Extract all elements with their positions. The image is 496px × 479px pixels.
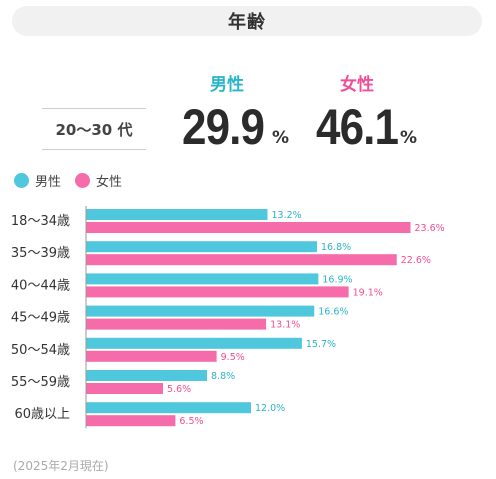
- category-label: 35〜39歳: [11, 246, 70, 261]
- data-label-male: 16.6%: [318, 307, 348, 318]
- category-label: 18〜34歳: [11, 214, 70, 229]
- data-label-male: 15.7%: [306, 339, 336, 350]
- data-label-male: 13.2%: [272, 210, 302, 221]
- legend-item-female: 女性: [75, 171, 122, 190]
- legend-item-male: 男性: [14, 171, 61, 190]
- female-summary-value: 46.1: [316, 99, 399, 155]
- category-label: 40〜44歳: [11, 278, 70, 293]
- category-label: 50〜54歳: [11, 343, 70, 358]
- data-label-female: 5.6%: [167, 384, 191, 395]
- title-bar: 年齢: [12, 6, 482, 36]
- data-label-male: 12.0%: [255, 403, 285, 414]
- male-summary-label: 男性: [210, 75, 244, 95]
- page-title: 年齢: [228, 12, 266, 33]
- male-dot-icon: [14, 172, 29, 188]
- female-summary-label: 女性: [340, 75, 374, 95]
- bar-male: [86, 370, 207, 381]
- category-label: 60歳以上: [14, 407, 70, 422]
- male-summary-value: 29.9: [182, 99, 265, 155]
- bar-female: [86, 383, 163, 394]
- bar-female: [86, 286, 349, 298]
- bar-male: [86, 241, 317, 253]
- bar-female: [86, 222, 411, 233]
- category-label: 45〜49歳: [11, 311, 70, 326]
- bar-male: [86, 337, 302, 349]
- bar-male: [86, 305, 315, 317]
- bar-male: [86, 402, 251, 414]
- data-label-male: 16.8%: [321, 242, 351, 253]
- data-label-female: 13.1%: [270, 320, 300, 331]
- data-label-female: 19.1%: [353, 287, 383, 298]
- bar-female: [86, 350, 217, 362]
- bar-male: [86, 273, 319, 285]
- female-summary-unit: %: [400, 128, 418, 148]
- female-dot-icon: [75, 172, 91, 188]
- footnote: (2025年2月現在): [13, 459, 109, 473]
- age-band-label: 20〜30 代: [42, 108, 146, 150]
- legend-label-female: 女性: [96, 174, 123, 190]
- bar-male: [86, 209, 268, 220]
- data-label-female: 23.6%: [415, 223, 445, 234]
- category-label: 55〜59歳: [11, 375, 70, 390]
- data-label-female: 9.5%: [221, 352, 245, 363]
- data-label-female: 22.6%: [401, 255, 431, 266]
- bar-female: [86, 254, 397, 266]
- data-label-male: 16.9%: [322, 274, 352, 285]
- legend-label-male: 男性: [35, 174, 62, 190]
- male-summary-unit: %: [272, 128, 290, 148]
- bar-female: [86, 415, 176, 427]
- age-bar-chart: 18〜34歳 13.2% 23.6% 35〜39歳 16.8% 22.6% 40〜44歳 16…: [11, 206, 445, 429]
- data-label-male: 8.8%: [211, 371, 235, 382]
- chart-legend: 男性 女性: [14, 171, 136, 190]
- data-label-female: 6.5%: [179, 416, 203, 427]
- bar-female: [86, 318, 267, 330]
